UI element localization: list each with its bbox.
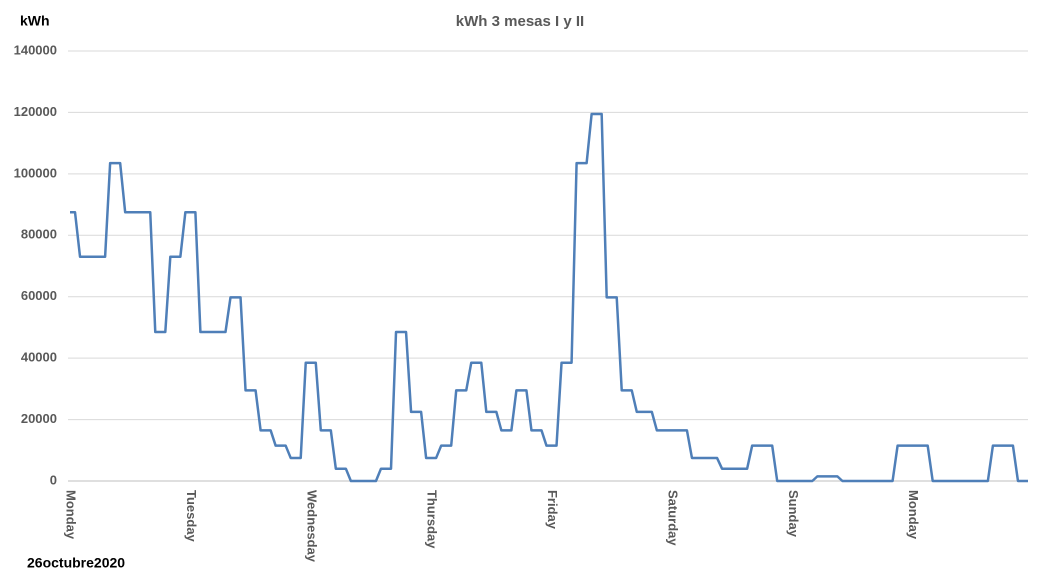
x-tick-label: Saturday — [665, 490, 680, 546]
chart-title: kWh 3 mesas I y II — [456, 13, 584, 30]
y-tick-label: 120000 — [14, 104, 57, 119]
y-axis-label: kWh — [20, 13, 50, 29]
footnote: 26octubre2020 — [27, 555, 125, 571]
x-tick-label: Thursday — [425, 490, 440, 549]
x-tick-label: Sunday — [786, 490, 801, 538]
x-tick-label: Friday — [545, 490, 560, 530]
x-tick-label: Wednesday — [304, 490, 319, 563]
y-tick-label: 40000 — [21, 350, 57, 365]
x-tick-label: Monday — [906, 490, 921, 540]
y-tick-label: 80000 — [21, 227, 57, 242]
x-tick-label: Tuesday — [184, 490, 199, 543]
y-tick-label: 140000 — [14, 42, 57, 57]
x-tick-label: Monday — [64, 490, 79, 540]
y-tick-label: 20000 — [21, 411, 57, 426]
y-tick-label: 0 — [50, 472, 57, 487]
y-tick-label: 100000 — [14, 165, 57, 180]
data-line — [70, 112, 1028, 483]
y-tick-label: 60000 — [21, 288, 57, 303]
